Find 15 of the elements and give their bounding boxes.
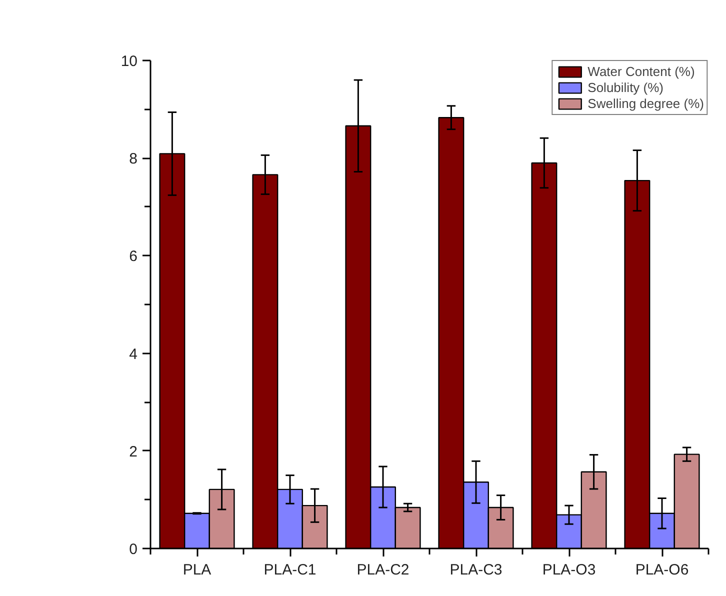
x-tick-label: PLA-C2 — [356, 562, 410, 578]
x-tick-label: PLA-O6 — [635, 562, 689, 578]
y-tick-label: 4 — [129, 346, 138, 363]
legend-label: Solubility (%) — [588, 80, 664, 95]
y-tick-label: 0 — [129, 541, 138, 558]
x-tick-label: PLA-O3 — [542, 562, 596, 578]
y-tick-label: 6 — [129, 248, 138, 266]
y-tick-label: 10 — [120, 53, 138, 70]
x-tick-label: PLA — [182, 562, 212, 578]
y-tick-label: 2 — [129, 443, 138, 460]
x-tick-label: PLA-C3 — [450, 562, 502, 578]
x-tick-label: PLA-C1 — [264, 562, 316, 578]
legend-label: Swelling degree (%) — [588, 96, 704, 111]
y-tick-label: 8 — [129, 150, 138, 168]
legend-label: Water Content (%) — [588, 64, 695, 79]
